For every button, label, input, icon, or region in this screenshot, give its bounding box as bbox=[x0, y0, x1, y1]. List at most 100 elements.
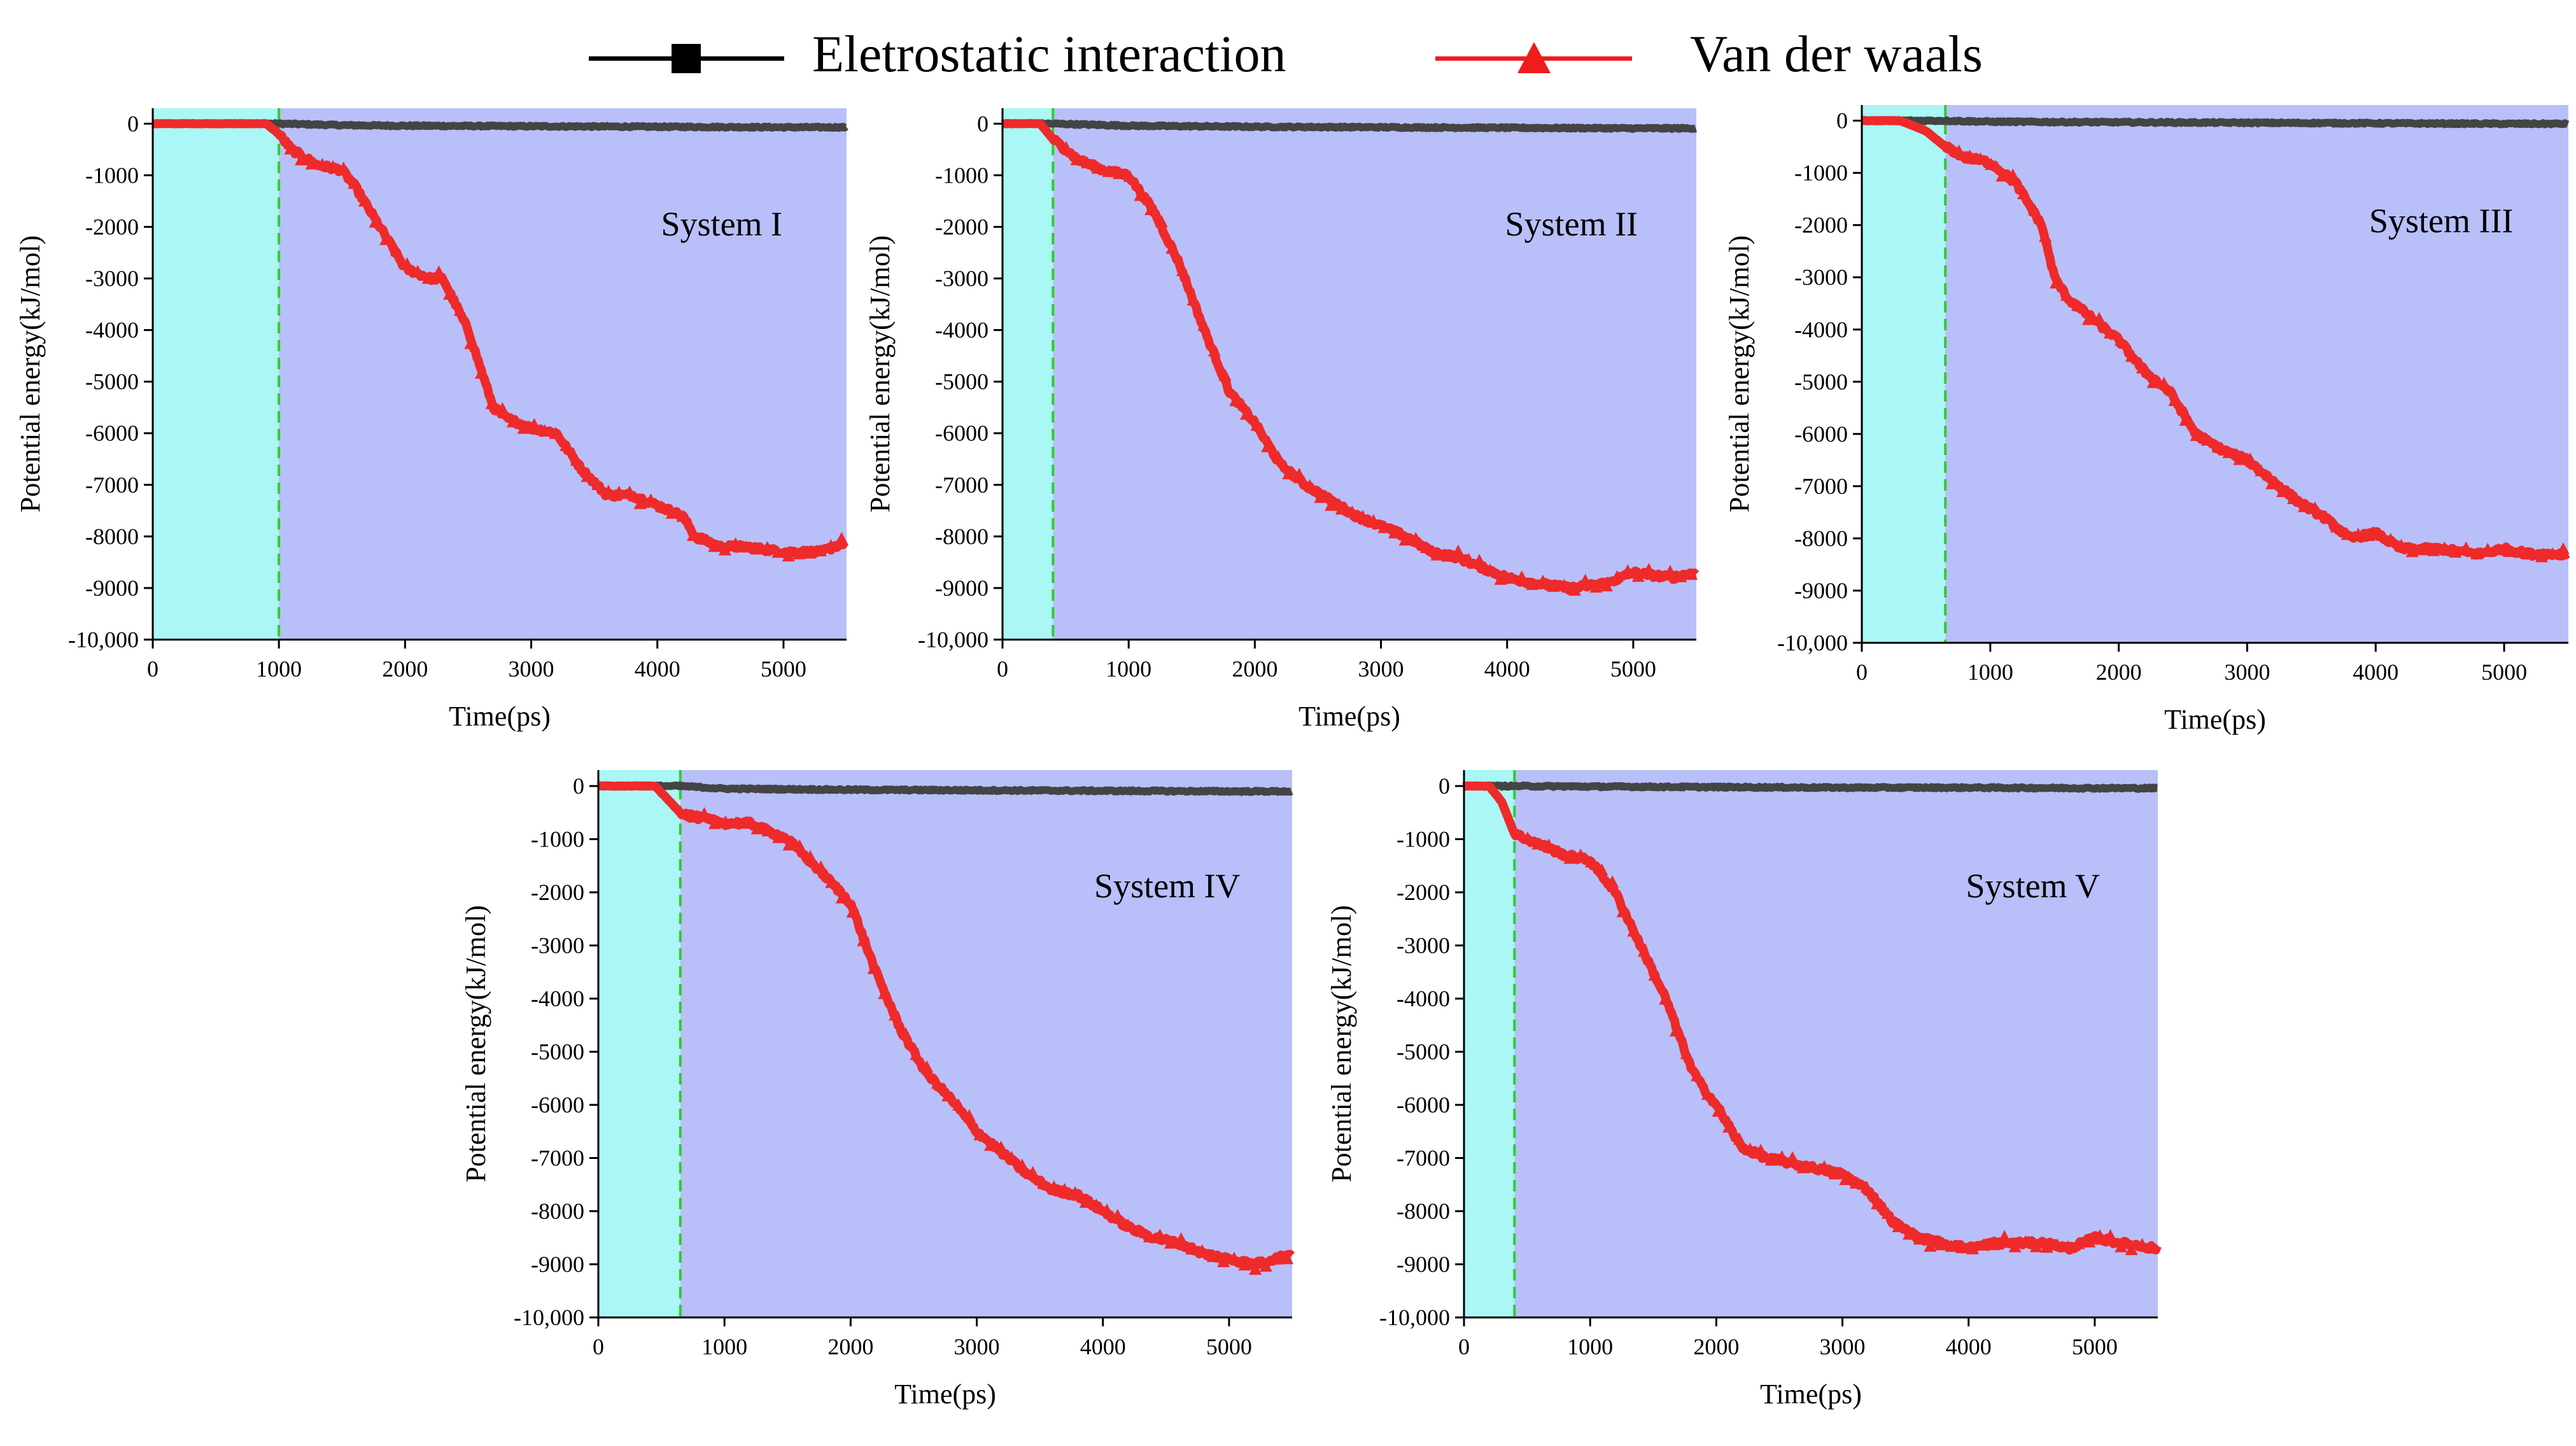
chart-panel-system-2: 0 -1000 -2000 -3000 -4000 -5000 -6000 -7000 -800… bbox=[850, 95, 1703, 764]
x-tick-label: 3000 bbox=[954, 1334, 1000, 1359]
y-tick-label: -8000 bbox=[531, 1198, 584, 1224]
vdw-marker bbox=[1775, 1150, 1789, 1163]
vdw-marker bbox=[740, 540, 753, 553]
vdw-marker bbox=[453, 304, 467, 316]
y-tick-label: -7000 bbox=[935, 472, 989, 498]
series-group bbox=[150, 119, 849, 562]
vdw-marker bbox=[1261, 440, 1274, 453]
vdw-marker bbox=[813, 544, 827, 557]
x-tick-label: 3000 bbox=[509, 656, 554, 682]
vdw-marker bbox=[549, 426, 562, 439]
y-tick-label: -3000 bbox=[935, 266, 989, 291]
vdw-marker bbox=[1818, 1160, 1831, 1172]
vdw-marker bbox=[1903, 1227, 1916, 1240]
vdw-marker bbox=[581, 470, 594, 482]
vdw-marker bbox=[1058, 1183, 1071, 1195]
vdw-marker bbox=[400, 257, 414, 270]
vdw-marker bbox=[1526, 577, 1539, 590]
vdw-marker bbox=[1669, 1024, 1682, 1037]
vdw-marker bbox=[327, 160, 340, 172]
x-tick-label: 5000 bbox=[1610, 656, 1656, 682]
vdw-marker bbox=[1934, 1238, 1948, 1251]
x-axis-label: Time(ps) bbox=[2164, 704, 2266, 735]
vdw-marker bbox=[1005, 1151, 1018, 1163]
vdw-marker bbox=[2168, 393, 2181, 406]
vdw-marker bbox=[1293, 468, 1306, 481]
vdw-marker bbox=[1712, 1104, 1725, 1117]
chart-svg: 0 -1000 -2000 -3000 -4000 -5000 -6000 -7000 -800… bbox=[1326, 770, 2162, 1410]
vdw-marker bbox=[687, 528, 700, 541]
chart-panel-system-3: 0 -1000 -2000 -3000 -4000 -5000 -6000 -7000 -800… bbox=[1709, 92, 2575, 767]
y-tick-label: -2000 bbox=[531, 880, 584, 905]
vdw-marker bbox=[1828, 1167, 1841, 1180]
vdw-marker bbox=[570, 454, 583, 467]
vdw-marker bbox=[337, 161, 350, 174]
vdw-marker bbox=[2114, 333, 2127, 346]
vdw-marker bbox=[1547, 579, 1560, 592]
vdw-marker bbox=[1122, 1218, 1135, 1231]
vdw-marker bbox=[1892, 1220, 1905, 1233]
vdw-marker bbox=[697, 532, 710, 545]
vdw-marker bbox=[1483, 563, 1496, 576]
y-tick-label: -9000 bbox=[1397, 1252, 1450, 1277]
vdw-marker bbox=[1743, 1142, 1757, 1155]
vdw-marker bbox=[1558, 579, 1571, 591]
vdw-marker bbox=[2405, 545, 2419, 558]
y-tick-label: -3000 bbox=[1794, 265, 1848, 290]
vdw-marker bbox=[2255, 464, 2268, 477]
y-tick-label: -1000 bbox=[531, 827, 584, 852]
vdw-marker bbox=[1494, 572, 1507, 585]
vdw-marker bbox=[1143, 1230, 1156, 1242]
vdw-marker bbox=[2427, 544, 2440, 556]
vdw-marker bbox=[2017, 187, 2031, 200]
vdw-marker bbox=[411, 265, 425, 277]
vdw-marker bbox=[803, 546, 817, 559]
x-axis-label: Time(ps) bbox=[1760, 1379, 1862, 1410]
vdw-marker bbox=[1952, 144, 1966, 157]
vdw-marker bbox=[1282, 467, 1295, 480]
vdw-marker bbox=[2438, 541, 2451, 554]
x-tick-label: 5000 bbox=[2481, 659, 2527, 685]
vdw-marker bbox=[2125, 349, 2138, 362]
vdw-marker bbox=[2072, 1237, 2085, 1249]
vdw-marker bbox=[1079, 1195, 1092, 1208]
vdw-marker bbox=[2287, 491, 2300, 504]
vdw-marker bbox=[1621, 564, 1635, 577]
vdw-marker bbox=[1325, 498, 1338, 511]
vdw-marker bbox=[1153, 1228, 1167, 1241]
vdw-marker bbox=[1849, 1176, 1862, 1189]
x-tick-label: 5000 bbox=[2072, 1334, 2118, 1359]
vdw-marker bbox=[2460, 541, 2473, 554]
vdw-marker bbox=[2545, 547, 2559, 559]
y-tick-label: -2000 bbox=[1794, 213, 1848, 238]
y-tick-label: -1000 bbox=[935, 162, 989, 188]
vdw-marker bbox=[740, 816, 754, 829]
vdw-marker bbox=[719, 815, 732, 828]
vdw-marker bbox=[305, 157, 318, 170]
y-tick-label: -5000 bbox=[1794, 369, 1848, 395]
vdw-marker bbox=[2040, 1240, 2053, 1253]
vdw-marker bbox=[1314, 491, 1327, 503]
vdw-marker bbox=[633, 496, 647, 509]
vdw-marker bbox=[612, 485, 626, 498]
x-tick-label: 0 bbox=[593, 1334, 604, 1359]
x-tick-label: 4000 bbox=[1080, 1334, 1126, 1359]
vdw-marker bbox=[655, 500, 668, 512]
vdw-marker bbox=[1250, 418, 1263, 431]
vdw-marker bbox=[2449, 545, 2462, 558]
legend-item-vdw: Van der waals bbox=[1435, 25, 1983, 83]
x-tick-label: 3000 bbox=[1358, 656, 1404, 682]
vdw-marker bbox=[1419, 540, 1433, 553]
vdw-marker bbox=[1270, 1252, 1283, 1265]
vdw-marker bbox=[1985, 157, 1998, 170]
vdw-marker bbox=[390, 244, 403, 256]
vdw-marker bbox=[1786, 1151, 1799, 1163]
y-tick-label: 0 bbox=[127, 111, 139, 136]
vdw-marker bbox=[1303, 479, 1316, 491]
vdw-marker bbox=[1155, 214, 1168, 227]
vdw-marker bbox=[2298, 500, 2311, 512]
vdw-marker bbox=[1174, 1232, 1188, 1245]
vdw-marker bbox=[1642, 563, 1656, 575]
vdw-marker bbox=[1091, 161, 1104, 174]
